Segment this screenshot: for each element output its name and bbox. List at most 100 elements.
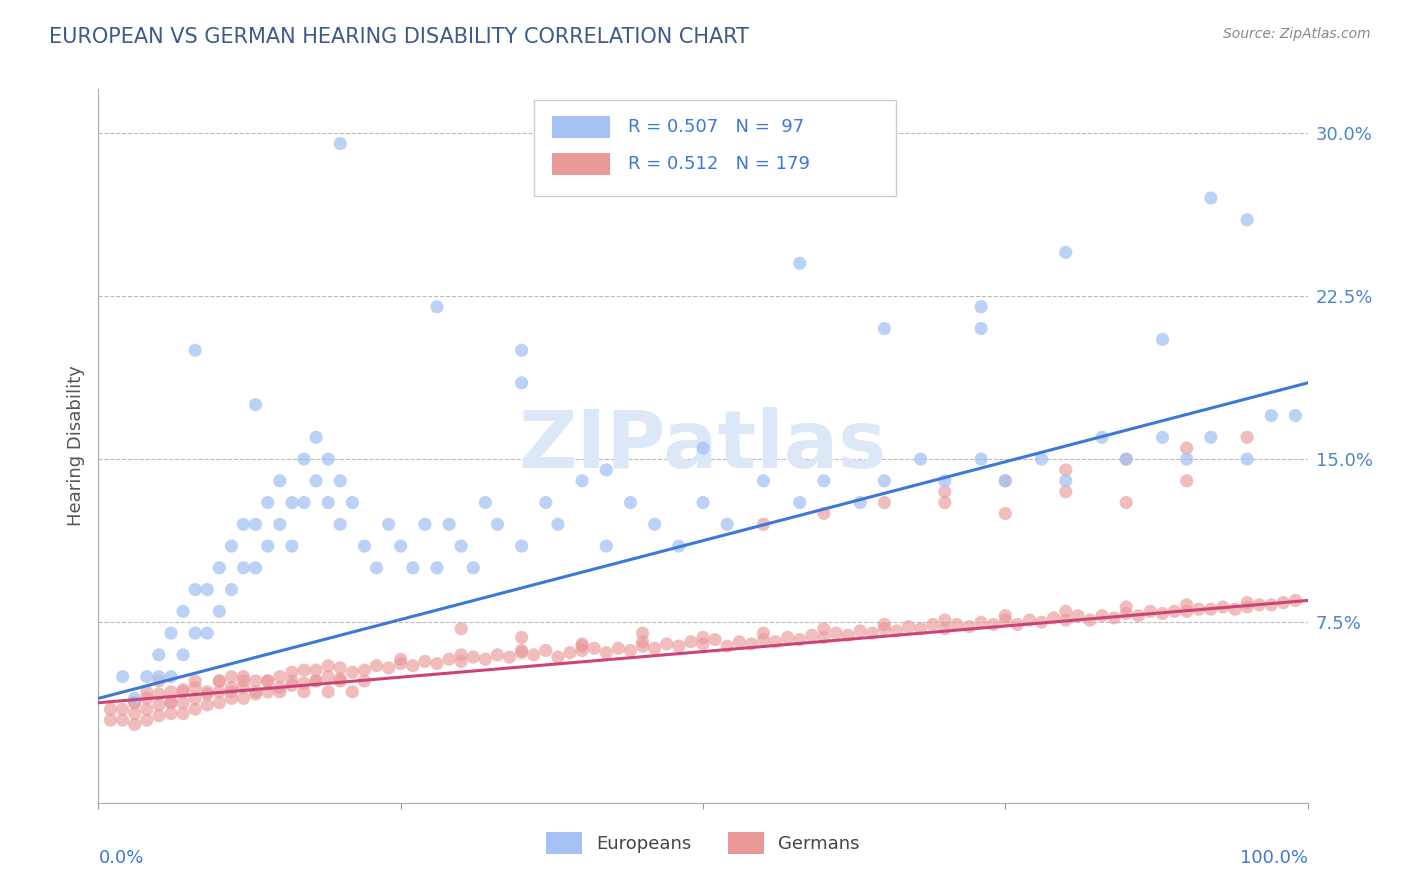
Point — [160, 706, 183, 721]
Point — [886, 624, 908, 638]
Point — [208, 696, 231, 710]
Point — [269, 517, 291, 532]
Point — [1199, 602, 1222, 616]
Point — [111, 713, 134, 727]
Point — [135, 702, 157, 716]
Point — [934, 495, 956, 509]
Point — [970, 300, 993, 314]
Point — [981, 617, 1004, 632]
Point — [1212, 599, 1234, 614]
Point — [1067, 608, 1090, 623]
Point — [232, 561, 254, 575]
Point — [1236, 599, 1258, 614]
Point — [897, 619, 920, 633]
Point — [208, 685, 231, 699]
Point — [510, 376, 533, 390]
Point — [1091, 608, 1114, 623]
Point — [1284, 593, 1306, 607]
Point — [994, 507, 1017, 521]
Point — [256, 495, 278, 509]
Point — [1054, 604, 1077, 618]
Point — [1188, 602, 1211, 616]
Point — [1249, 598, 1271, 612]
Point — [776, 631, 799, 645]
Point — [148, 648, 170, 662]
Point — [740, 637, 762, 651]
Point — [970, 615, 993, 630]
Point — [389, 657, 412, 671]
Point — [426, 561, 449, 575]
Point — [195, 626, 218, 640]
Point — [172, 696, 194, 710]
Point — [910, 622, 932, 636]
Point — [946, 617, 969, 632]
Point — [486, 517, 509, 532]
Point — [135, 691, 157, 706]
Point — [692, 637, 714, 651]
Point — [934, 622, 956, 636]
Point — [631, 626, 654, 640]
Point — [269, 685, 291, 699]
Point — [172, 648, 194, 662]
Point — [316, 658, 339, 673]
Text: 0.0%: 0.0% — [98, 849, 143, 867]
Point — [160, 670, 183, 684]
Point — [316, 452, 339, 467]
Point — [692, 495, 714, 509]
Point — [305, 430, 328, 444]
Point — [571, 639, 593, 653]
Point — [208, 604, 231, 618]
Point — [523, 648, 546, 662]
Point — [752, 632, 775, 647]
Point — [789, 495, 811, 509]
Point — [813, 622, 835, 636]
Point — [994, 474, 1017, 488]
Point — [426, 657, 449, 671]
Point — [426, 300, 449, 314]
Point — [172, 604, 194, 618]
Text: 100.0%: 100.0% — [1240, 849, 1308, 867]
Point — [716, 639, 738, 653]
Point — [1175, 452, 1198, 467]
Point — [329, 136, 352, 151]
Point — [486, 648, 509, 662]
Point — [1018, 613, 1040, 627]
Point — [389, 539, 412, 553]
Point — [111, 670, 134, 684]
Point — [595, 539, 617, 553]
Point — [450, 648, 472, 662]
Point — [221, 685, 243, 699]
Point — [221, 670, 243, 684]
Point — [752, 517, 775, 532]
Point — [692, 631, 714, 645]
Point — [160, 685, 183, 699]
Point — [245, 561, 267, 575]
Point — [1054, 245, 1077, 260]
Point — [679, 635, 702, 649]
Point — [208, 673, 231, 688]
Point — [292, 676, 315, 690]
Point — [281, 678, 304, 692]
Point — [655, 637, 678, 651]
Point — [1115, 495, 1137, 509]
Point — [644, 517, 666, 532]
Point — [329, 661, 352, 675]
Point — [450, 622, 472, 636]
Point — [510, 646, 533, 660]
Point — [316, 670, 339, 684]
Point — [1175, 474, 1198, 488]
Point — [1054, 613, 1077, 627]
Point — [245, 685, 267, 699]
Text: EUROPEAN VS GERMAN HEARING DISABILITY CORRELATION CHART: EUROPEAN VS GERMAN HEARING DISABILITY CO… — [49, 27, 749, 46]
Point — [245, 687, 267, 701]
Point — [195, 582, 218, 597]
Point — [583, 641, 606, 656]
Point — [921, 617, 943, 632]
Point — [595, 646, 617, 660]
Point — [232, 670, 254, 684]
Point — [571, 474, 593, 488]
Point — [160, 696, 183, 710]
Point — [245, 398, 267, 412]
Point — [353, 663, 375, 677]
Point — [1139, 604, 1161, 618]
